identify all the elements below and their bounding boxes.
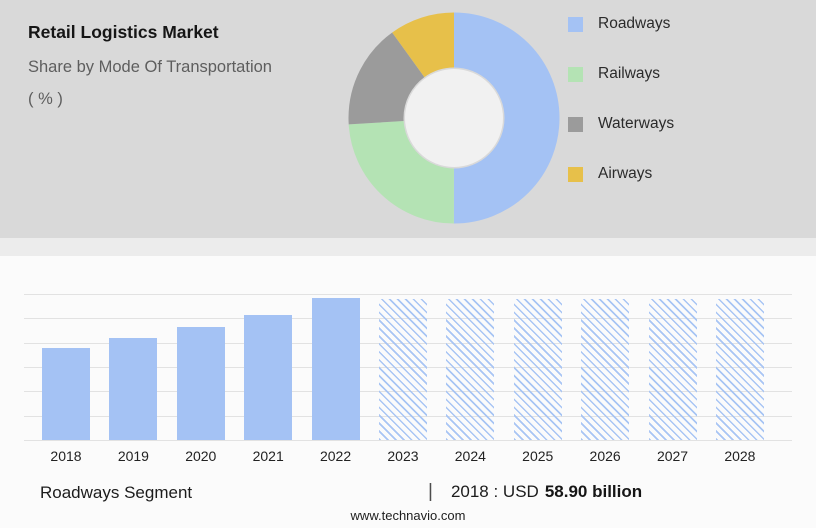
legend-swatch-waterways (568, 116, 583, 132)
legend-item-waterways: Waterways (568, 115, 675, 132)
bar-chart (24, 294, 792, 441)
legend-label: Airways (598, 165, 653, 182)
x-axis-label-2018: 2018 (50, 448, 82, 464)
forecast-bar-2023 (378, 299, 427, 440)
x-axis-label-2022: 2022 (319, 448, 352, 464)
caption-value: 58.90 billion (544, 482, 643, 501)
bar-2020 (176, 326, 225, 440)
legend-swatch-roadways (568, 16, 583, 32)
top-panel: Retail Logistics Market Share by Mode Of… (0, 0, 816, 238)
forecast-bar-2027 (648, 299, 697, 440)
caption-row: Roadways Segment | 2018 : USD 58.90 bill… (0, 481, 816, 507)
caption-value-prefix: 2018 : USD (450, 482, 539, 501)
x-axis-label-2020: 2020 (185, 448, 217, 464)
donut-segment-airways (348, 12, 560, 224)
divider-band (0, 238, 816, 256)
bar-2021 (244, 314, 293, 440)
donut-hole (405, 69, 503, 167)
legend-label: Roadways (598, 15, 671, 32)
x-axis-labels: 2018 2019 2020 2021 2022 2023 2024 2025 2026 2027… (42, 448, 764, 464)
forecast-bar-2024 (446, 299, 495, 440)
heading-block: Retail Logistics Market Share by Mode Of… (28, 22, 328, 119)
caption-value-group: | 2018 : USD 58.90 billion (428, 481, 642, 503)
bars (42, 294, 764, 440)
donut-chart (348, 12, 560, 224)
x-axis-label-2028: 2028 (724, 448, 756, 464)
legend-swatch-airways (568, 166, 583, 182)
legend-item-railways: Railways (568, 65, 674, 82)
donut-chart-svg (348, 12, 560, 224)
legend-label: Waterways (598, 115, 675, 132)
gridline (24, 440, 792, 441)
x-axis-label-2027: 2027 (656, 448, 689, 464)
bar-2018 (42, 347, 90, 440)
legend: Roadways Railways Waterways Airways (568, 15, 675, 216)
donut-segment-waterways (348, 12, 560, 224)
gridline (24, 294, 792, 295)
legend-item-roadways: Roadways (568, 15, 674, 32)
x-axis-label-2024: 2024 (454, 448, 486, 464)
segment-label: Roadways Segment (40, 483, 193, 502)
bar-2022 (311, 297, 360, 440)
x-axis-label-2026: 2026 (589, 448, 621, 464)
page-subtitle-unit: ( % ) (28, 89, 63, 108)
page-title: Retail Logistics Market (28, 22, 219, 42)
x-axis-label-2019: 2019 (117, 448, 149, 464)
legend-label: Railways (598, 65, 661, 82)
page-subtitle: Share by Mode Of Transportation (28, 58, 272, 76)
forecast-bar-2028 (715, 299, 764, 440)
x-axis-label-2021: 2021 (252, 448, 284, 464)
legend-item-airways: Airways (568, 165, 674, 182)
x-axis-label-2025: 2025 (522, 448, 554, 464)
forecast-bar-2026 (581, 299, 630, 440)
caption-separator: | (428, 481, 433, 502)
legend-swatch-railways (568, 66, 583, 82)
forecast-bar-2025 (513, 299, 562, 440)
website-url: www.technavio.com (350, 508, 466, 523)
x-axis-label-2023: 2023 (387, 448, 419, 464)
bar-2019 (109, 337, 158, 440)
